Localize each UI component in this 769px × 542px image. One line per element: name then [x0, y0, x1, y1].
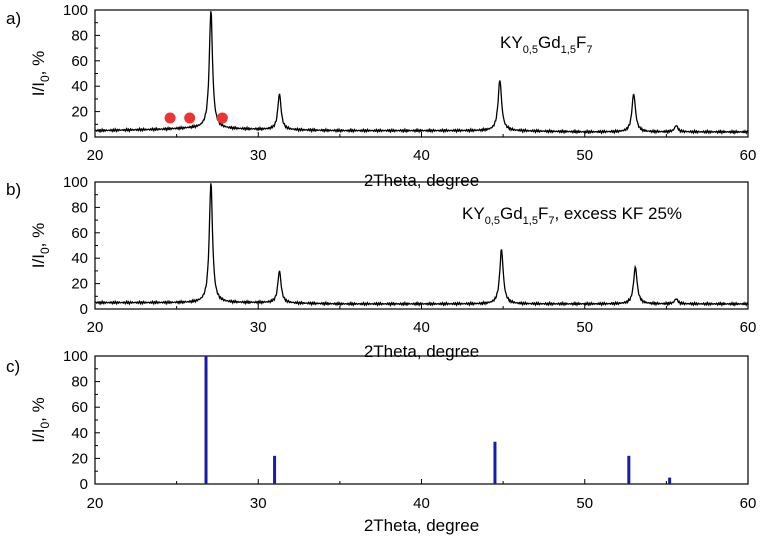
x-tick-label: 40 — [413, 319, 430, 336]
y-tick-label: 80 — [71, 199, 88, 216]
reference-bar — [627, 456, 630, 484]
xrd-pattern-line — [95, 183, 748, 305]
y-tick-label: 40 — [71, 250, 88, 267]
y-tick-label: 80 — [71, 374, 88, 391]
y-axis-label: I/I0, % — [29, 397, 52, 442]
panel-letter: a) — [6, 9, 21, 28]
y-tick-label: 20 — [71, 276, 88, 293]
y-tick-label: 60 — [71, 225, 88, 242]
y-tick-label: 20 — [71, 104, 88, 121]
x-tick-label: 50 — [576, 147, 593, 164]
x-tick-label: 30 — [250, 495, 267, 512]
y-tick-label: 0 — [80, 301, 88, 318]
x-tick-label: 20 — [87, 147, 104, 164]
y-tick-label: 20 — [71, 450, 88, 467]
y-tick-label: 100 — [63, 174, 88, 191]
x-tick-label: 50 — [576, 495, 593, 512]
sample-annotation: KY0,5Gd1,5F7 — [500, 33, 592, 56]
impurity-marker — [184, 112, 195, 123]
y-tick-label: 60 — [71, 53, 88, 70]
x-tick-label: 60 — [740, 319, 757, 336]
x-tick-label: 20 — [87, 495, 104, 512]
x-axis-label: 2Theta, degree — [364, 171, 479, 190]
plot-frame — [95, 182, 748, 309]
impurity-marker — [165, 112, 176, 123]
reference-bar — [273, 456, 276, 484]
y-tick-label: 60 — [71, 399, 88, 416]
y-tick-label: 0 — [80, 476, 88, 493]
y-tick-label: 80 — [71, 27, 88, 44]
x-tick-label: 40 — [413, 147, 430, 164]
x-tick-label: 50 — [576, 319, 593, 336]
y-axis-label: I/I0, % — [29, 223, 52, 268]
x-axis-label: 2Theta, degree — [364, 516, 479, 535]
y-tick-label: 100 — [63, 2, 88, 19]
x-tick-label: 40 — [413, 495, 430, 512]
reference-bar — [205, 356, 208, 484]
panel-letter: c) — [6, 357, 20, 376]
reference-bar — [668, 478, 671, 484]
x-tick-label: 20 — [87, 319, 104, 336]
x-axis-label: 2Theta, degree — [364, 342, 479, 361]
plot-frame — [95, 356, 748, 484]
y-axis-label: I/I0, % — [29, 51, 52, 96]
y-tick-label: 40 — [71, 425, 88, 442]
x-tick-label: 60 — [740, 495, 757, 512]
x-tick-label: 30 — [250, 319, 267, 336]
x-tick-label: 60 — [740, 147, 757, 164]
y-tick-label: 40 — [71, 78, 88, 95]
y-tick-label: 0 — [80, 129, 88, 146]
sample-annotation: KY0,5Gd1,5F7, excess KF 25% — [462, 204, 682, 227]
reference-bar — [493, 442, 496, 484]
y-tick-label: 100 — [63, 348, 88, 365]
panel-3: 20 30 40 50 60 0 20 40 60 80 100 2Theta, degree I/I0… — [6, 348, 756, 535]
panel-letter: b) — [6, 180, 21, 199]
impurity-marker — [217, 112, 228, 123]
x-tick-label: 30 — [250, 147, 267, 164]
